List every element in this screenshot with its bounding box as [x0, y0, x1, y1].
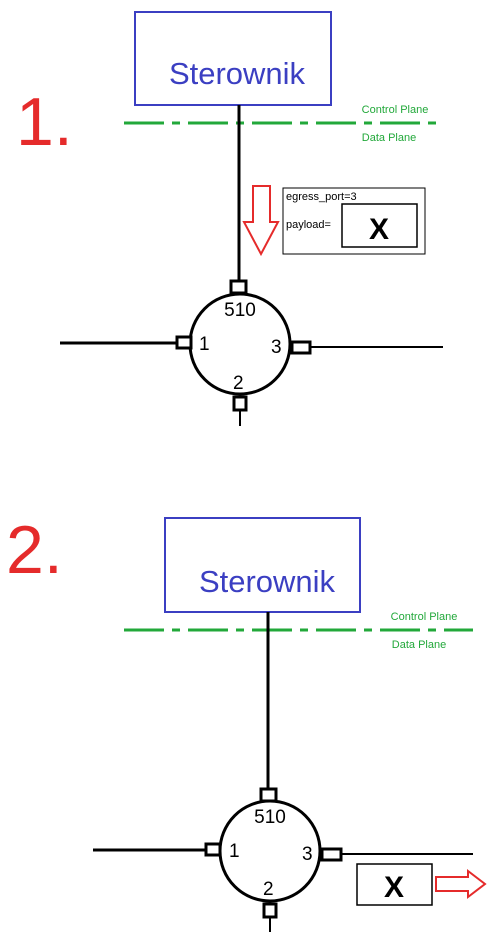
- controller-box: [164, 517, 361, 613]
- port-bottom-label: 2: [233, 373, 244, 394]
- payload-value: X: [369, 213, 389, 246]
- egress-port-field: egress_port=3: [286, 191, 357, 203]
- port-left-label: 1: [229, 841, 240, 862]
- port-right: [290, 340, 312, 355]
- payload-field: payload=: [286, 219, 331, 231]
- data-plane-label: Data Plane: [392, 639, 446, 651]
- step-1-number: 1.: [16, 84, 73, 160]
- control-plane-label: Control Plane: [391, 611, 458, 623]
- payload-box: [356, 863, 433, 906]
- step-2-number: 2.: [6, 512, 63, 588]
- port-right-label: 3: [271, 337, 282, 358]
- packet-down-arrow: [242, 185, 280, 257]
- packet-forward-arrow: [435, 868, 487, 900]
- control-plane-label: Control Plane: [362, 104, 429, 116]
- controller-label: Sterownik: [199, 564, 336, 599]
- port-bottom: [232, 395, 248, 412]
- payload-box: [341, 203, 418, 248]
- port-left-label: 1: [199, 334, 210, 355]
- step-2: 2. Sterownik Control Plane Data Plane 51…: [6, 512, 487, 932]
- port-cpu-label: 510: [224, 300, 256, 321]
- port-right: [320, 847, 343, 862]
- port-left: [175, 335, 193, 350]
- payload-value: X: [384, 871, 404, 904]
- port-left: [204, 842, 222, 857]
- controller-box: [134, 11, 332, 106]
- port-cpu: [259, 787, 278, 803]
- port-right-label: 3: [302, 844, 313, 865]
- port-cpu-label: 510: [254, 807, 286, 828]
- step-1: 1. Sterownik Control Plane Data Plane eg…: [16, 11, 443, 426]
- port-bottom: [262, 902, 278, 919]
- data-plane-label: Data Plane: [362, 132, 416, 144]
- controller-label: Sterownik: [169, 56, 306, 91]
- port-bottom-label: 2: [263, 879, 274, 900]
- port-cpu: [229, 279, 248, 295]
